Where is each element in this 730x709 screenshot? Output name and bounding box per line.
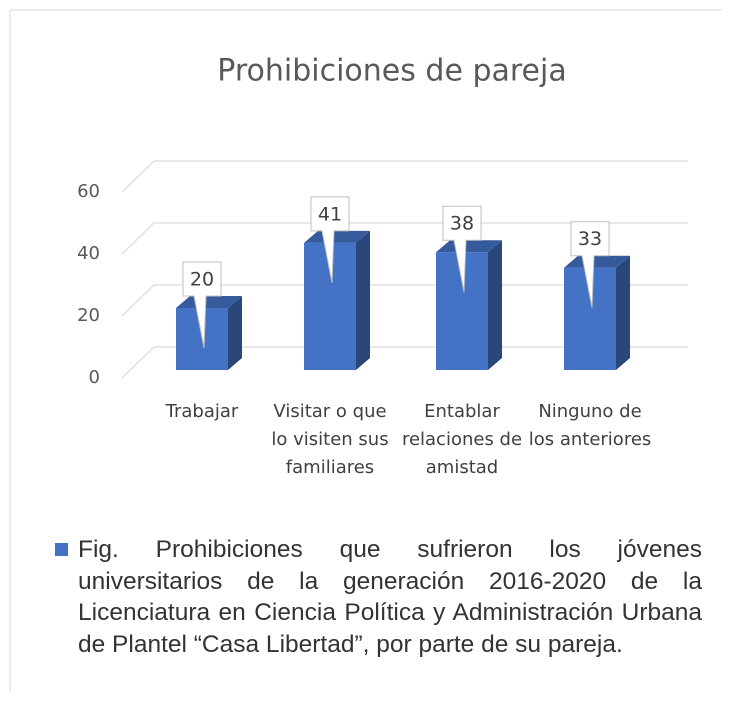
bar [304, 230, 370, 370]
legend-label: Fig. Prohibiciones que sufrieron los jóv… [78, 536, 702, 658]
bar-top [176, 296, 242, 308]
data-label: 20 [190, 269, 214, 291]
grid-line [121, 346, 688, 379]
bar-top [564, 255, 630, 268]
callout [570, 221, 610, 308]
y-tick-label: 0 [89, 367, 100, 388]
grid-line [121, 160, 688, 193]
x-tick-label: Ninguno de los anteriores [528, 401, 652, 450]
bar-side [228, 296, 242, 370]
x-tick-label: Entablar relaciones de amistad [401, 401, 523, 478]
bar-side [356, 230, 370, 370]
legend-key [55, 543, 68, 556]
bar-side [488, 240, 502, 370]
bar-top [304, 230, 370, 243]
y-tick-label: 20 [77, 305, 100, 326]
bar [176, 296, 242, 370]
data-label: 41 [318, 203, 342, 225]
callout [182, 261, 222, 349]
y-tick-label: 40 [77, 243, 100, 264]
grid-line [121, 284, 688, 317]
callout [310, 196, 350, 283]
chart-title: Prohibiciones de pareja [217, 54, 566, 89]
legend: Fig. Prohibiciones que sufrieron los jóv… [52, 534, 702, 660]
bar [436, 240, 502, 370]
x-tick-label: Visitar o que lo visiten sus familiares [271, 401, 389, 478]
bar-top [436, 240, 502, 253]
x-tick-label: Trabajar [165, 401, 239, 422]
bar-side [616, 255, 630, 370]
bar [564, 255, 630, 370]
data-label: 38 [450, 213, 474, 235]
callout [442, 205, 482, 293]
y-tick-label: 60 [77, 181, 100, 202]
data-label: 33 [578, 228, 602, 250]
grid-line [121, 222, 688, 255]
